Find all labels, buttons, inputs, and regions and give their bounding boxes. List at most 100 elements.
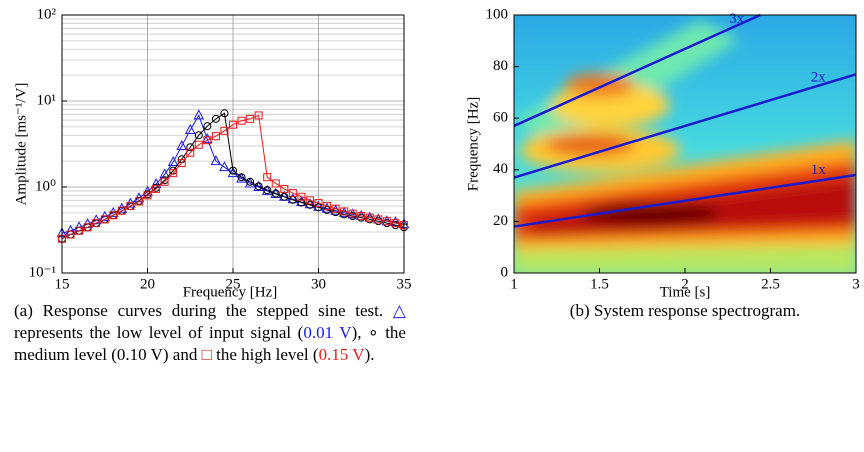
marker xyxy=(229,166,237,175)
y-tick-label: 60 xyxy=(493,110,508,126)
marker xyxy=(194,131,203,140)
marker xyxy=(357,212,366,221)
x-tick-label: 20 xyxy=(140,276,155,292)
marker xyxy=(152,184,161,193)
marker xyxy=(193,109,205,120)
series-label: 1x xyxy=(811,162,827,178)
marker xyxy=(314,203,323,212)
y-tick-label: 100 xyxy=(486,6,509,22)
marker xyxy=(92,219,101,228)
caption-text: (b) System response spectrogram. xyxy=(569,301,801,320)
caption-text: ), ∘ the medium level (0.10 V) and xyxy=(14,323,406,364)
series-line xyxy=(61,114,405,240)
marker xyxy=(263,186,272,195)
marker xyxy=(134,197,143,206)
marker xyxy=(313,200,324,211)
marker xyxy=(203,122,212,131)
x-tick-label: 2 xyxy=(681,276,689,292)
x-tick-label: 3 xyxy=(852,276,860,292)
marker xyxy=(365,213,374,222)
figure: Frequency [Hz] Amplitude [ms⁻¹/V] Time [… xyxy=(13,6,860,300)
y-tick-label: 10⁰ xyxy=(35,178,56,194)
marker xyxy=(186,143,195,152)
marker xyxy=(280,184,289,193)
plot-frame xyxy=(61,14,405,274)
marker xyxy=(220,126,229,135)
marker xyxy=(296,195,307,206)
marker xyxy=(143,191,152,200)
caption-text: represents the low level of input signal… xyxy=(14,323,304,342)
marker xyxy=(297,198,306,207)
marker xyxy=(391,219,400,228)
x-tick-label: 35 xyxy=(397,276,412,292)
marker xyxy=(382,217,391,226)
marker xyxy=(177,159,186,168)
y-tick-label: 10¹ xyxy=(37,92,57,108)
marker xyxy=(184,123,196,135)
y-tick-label: 40 xyxy=(493,161,508,177)
marker xyxy=(271,179,280,188)
caption-text: 0.01 V xyxy=(303,323,352,342)
marker xyxy=(203,136,212,145)
caption-text: 0.15 V xyxy=(318,345,365,364)
caption: (a) Response curves during the stepped s… xyxy=(14,300,406,366)
marker xyxy=(254,182,263,191)
caption-text: □ xyxy=(201,345,212,364)
marker xyxy=(100,215,109,224)
marker xyxy=(348,209,357,218)
y-axis-label: Amplitude [ms⁻¹/V] xyxy=(13,83,29,206)
marker xyxy=(246,177,255,186)
caption: (b) System response spectrogram. xyxy=(514,300,856,322)
marker xyxy=(160,177,169,186)
marker xyxy=(186,148,195,157)
marker xyxy=(330,204,341,215)
marker xyxy=(323,202,332,211)
y-tick-label: 20 xyxy=(493,213,508,229)
marker xyxy=(305,196,314,205)
y-tick-label: 0 xyxy=(501,264,509,280)
marker xyxy=(66,230,75,239)
y-tick-label: 10⁻¹ xyxy=(29,264,56,280)
x-tick-label: 15 xyxy=(55,276,70,292)
marker xyxy=(314,199,323,208)
marker xyxy=(237,173,246,182)
x-tick-label: 1 xyxy=(510,276,518,292)
marker xyxy=(83,223,92,232)
marker xyxy=(211,114,220,123)
marker xyxy=(176,139,188,150)
caption-text: ). xyxy=(364,345,375,364)
marker xyxy=(253,180,264,191)
series-line xyxy=(513,13,761,128)
marker xyxy=(261,184,273,195)
x-axis-label: Frequency [Hz] xyxy=(183,284,278,300)
marker xyxy=(331,204,340,213)
caption-text: △ xyxy=(392,301,406,320)
marker xyxy=(305,200,314,209)
marker xyxy=(288,189,297,198)
series-line xyxy=(513,73,857,179)
x-tick-label: 30 xyxy=(311,276,326,292)
marker xyxy=(202,133,213,144)
caption-text: the high level ( xyxy=(211,345,319,364)
y-tick-label: 80 xyxy=(493,58,508,74)
marker xyxy=(167,155,179,167)
series-label: 3x xyxy=(729,11,745,27)
marker xyxy=(75,226,84,235)
x-axis-label: Time [s] xyxy=(660,284,711,300)
y-axis-label: Frequency [Hz] xyxy=(465,97,481,192)
marker xyxy=(271,189,280,198)
marker xyxy=(210,155,222,166)
marker xyxy=(229,120,237,129)
x-tick-label: 2.5 xyxy=(761,276,780,292)
marker xyxy=(246,114,255,123)
marker xyxy=(374,215,383,224)
marker xyxy=(169,169,178,178)
plot-frame xyxy=(513,14,857,274)
marker xyxy=(297,192,306,201)
y-tick-label: 10² xyxy=(37,6,57,22)
marker xyxy=(220,109,229,118)
marker xyxy=(126,202,135,211)
series-line xyxy=(513,173,857,228)
marker xyxy=(237,116,246,125)
